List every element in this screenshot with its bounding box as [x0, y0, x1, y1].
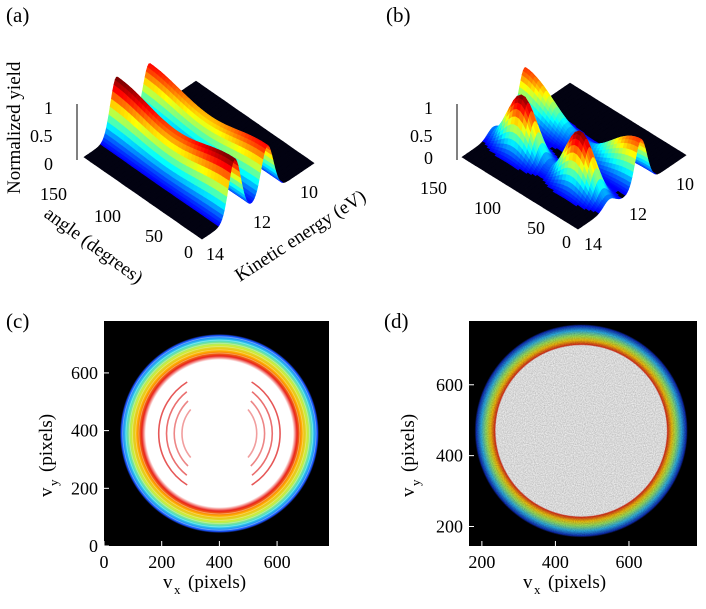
z-tick-a-0: 0	[44, 154, 53, 174]
energy-axis-a: 14 12 10 Kinetic energy (eV)	[206, 182, 370, 286]
surface-plot-a	[83, 63, 315, 240]
z-tick-a-1: 1	[44, 98, 53, 118]
energy-tick-a-12: 12	[253, 212, 271, 232]
angle-tick-a-100: 100	[94, 206, 121, 226]
panel-b: (b) 1 0.5 0 150 100 50 0 14 12 10	[386, 3, 694, 254]
panel-a-label: (a)	[6, 3, 29, 27]
panel-a: (a) 1 0.5 0 Normalized yield 150 100 50 …	[4, 3, 370, 289]
angle-tick-a-150: 150	[40, 184, 67, 204]
angle-tick-a-50: 50	[145, 226, 163, 246]
energy-tick-a-10: 10	[300, 182, 318, 202]
z-axis-a: 1 0.5 0 Normalized yield	[4, 61, 78, 194]
z-tick-a-05: 0.5	[30, 126, 53, 146]
panel-b-label: (b)	[386, 3, 411, 27]
energy-tick-a-14: 14	[206, 244, 224, 264]
angle-tick-a-0: 0	[184, 242, 193, 262]
z-axis-label-a: Normalized yield	[4, 61, 25, 194]
